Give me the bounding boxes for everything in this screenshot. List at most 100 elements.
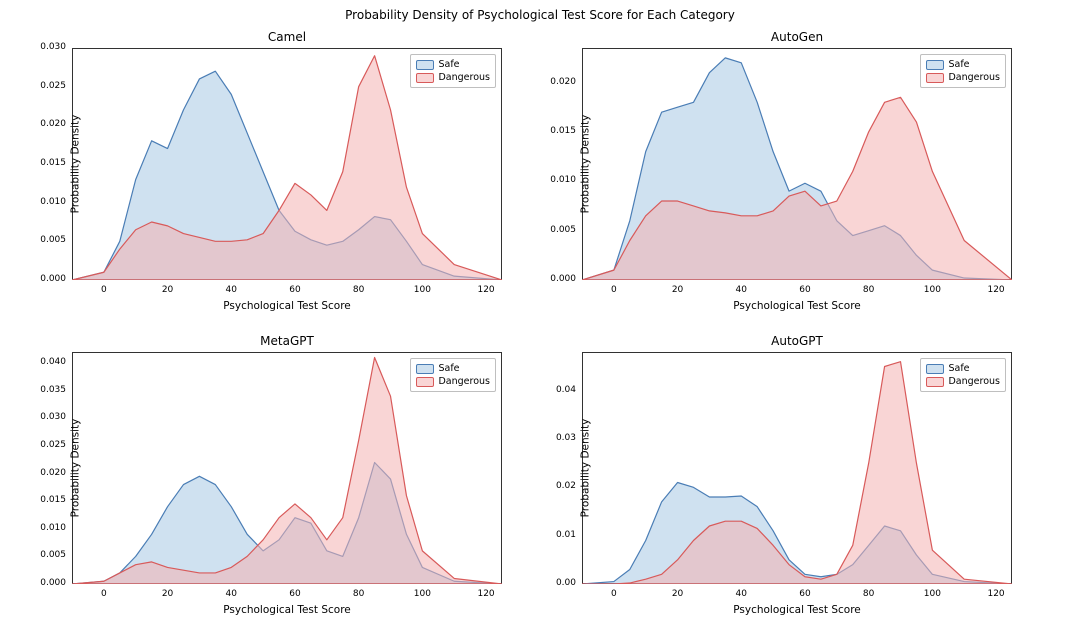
ytick-label: 0.010 — [32, 523, 66, 533]
xtick-label: 100 — [922, 285, 942, 295]
xtick-label: 0 — [604, 285, 624, 295]
ylabel: Probability Density — [579, 115, 591, 214]
xtick-label: 20 — [158, 285, 178, 295]
legend: SafeDangerous — [410, 358, 496, 392]
xtick-label: 40 — [221, 589, 241, 599]
xlabel: Psychological Test Score — [582, 604, 1012, 616]
ytick-label: 0.005 — [32, 550, 66, 560]
legend-item: Dangerous — [416, 71, 490, 84]
xlabel: Psychological Test Score — [72, 604, 502, 616]
legend: SafeDangerous — [410, 54, 496, 88]
ytick-label: 0.020 — [542, 77, 576, 87]
panel-metagpt: MetaGPTPsychological Test ScoreProbabili… — [72, 352, 502, 584]
figure: Probability Density of Psychological Tes… — [0, 0, 1080, 635]
subplot-title: Camel — [72, 30, 502, 44]
subplot-title: AutoGen — [582, 30, 1012, 44]
ylabel: Probability Density — [69, 115, 81, 214]
xtick-label: 120 — [476, 285, 496, 295]
xtick-label: 40 — [731, 285, 751, 295]
xlabel: Psychological Test Score — [582, 300, 1012, 312]
ytick-label: 0.025 — [32, 81, 66, 91]
figure-suptitle: Probability Density of Psychological Tes… — [0, 8, 1080, 22]
legend-swatch — [416, 60, 434, 70]
ylabel: Probability Density — [69, 419, 81, 518]
ytick-label: 0.025 — [32, 440, 66, 450]
xtick-label: 0 — [94, 285, 114, 295]
xtick-label: 60 — [795, 589, 815, 599]
legend-swatch — [926, 60, 944, 70]
subplot-title: MetaGPT — [72, 334, 502, 348]
legend: SafeDangerous — [920, 358, 1006, 392]
ylabel: Probability Density — [579, 419, 591, 518]
ytick-label: 0.015 — [542, 126, 576, 136]
legend-label: Safe — [438, 58, 459, 71]
legend-swatch — [926, 377, 944, 387]
xtick-label: 80 — [859, 589, 879, 599]
xtick-label: 60 — [285, 285, 305, 295]
ytick-label: 0.02 — [542, 481, 576, 491]
ytick-label: 0.03 — [542, 433, 576, 443]
xtick-label: 0 — [94, 589, 114, 599]
legend-item: Dangerous — [926, 375, 1000, 388]
panel-autogpt: AutoGPTPsychological Test ScoreProbabili… — [582, 352, 1012, 584]
legend-label: Dangerous — [948, 375, 1000, 388]
ytick-label: 0.000 — [32, 578, 66, 588]
legend-label: Dangerous — [438, 71, 490, 84]
xtick-label: 80 — [349, 285, 369, 295]
ytick-label: 0.035 — [32, 385, 66, 395]
legend-item: Safe — [926, 362, 1000, 375]
series-dangerous — [72, 56, 502, 280]
legend-label: Dangerous — [948, 71, 1000, 84]
legend-item: Safe — [416, 58, 490, 71]
xtick-label: 100 — [412, 589, 432, 599]
xtick-label: 120 — [986, 285, 1006, 295]
legend-swatch — [416, 73, 434, 83]
ytick-label: 0.04 — [542, 385, 576, 395]
xtick-label: 120 — [476, 589, 496, 599]
ytick-label: 0.015 — [32, 158, 66, 168]
ytick-label: 0.020 — [32, 468, 66, 478]
xtick-label: 60 — [795, 285, 815, 295]
ytick-label: 0.000 — [32, 274, 66, 284]
xtick-label: 100 — [922, 589, 942, 599]
ytick-label: 0.015 — [32, 495, 66, 505]
legend-item: Dangerous — [926, 71, 1000, 84]
legend-swatch — [416, 377, 434, 387]
legend-label: Safe — [438, 362, 459, 375]
legend-swatch — [926, 73, 944, 83]
legend-label: Safe — [948, 362, 969, 375]
legend: SafeDangerous — [920, 54, 1006, 88]
panel-autogen: AutoGenPsychological Test ScoreProbabili… — [582, 48, 1012, 280]
legend-swatch — [926, 364, 944, 374]
ytick-label: 0.040 — [32, 357, 66, 367]
xtick-label: 120 — [986, 589, 1006, 599]
subplot-title: AutoGPT — [582, 334, 1012, 348]
ytick-label: 0.010 — [32, 197, 66, 207]
ytick-label: 0.00 — [542, 578, 576, 588]
ytick-label: 0.005 — [542, 225, 576, 235]
ytick-label: 0.01 — [542, 530, 576, 540]
xtick-label: 20 — [668, 589, 688, 599]
xtick-label: 20 — [158, 589, 178, 599]
legend-swatch — [416, 364, 434, 374]
xtick-label: 100 — [412, 285, 432, 295]
legend-item: Dangerous — [416, 375, 490, 388]
legend-label: Safe — [948, 58, 969, 71]
ytick-label: 0.030 — [32, 412, 66, 422]
ytick-label: 0.030 — [32, 42, 66, 52]
xtick-label: 40 — [221, 285, 241, 295]
ytick-label: 0.005 — [32, 235, 66, 245]
ytick-label: 0.020 — [32, 119, 66, 129]
xtick-label: 0 — [604, 589, 624, 599]
legend-item: Safe — [416, 362, 490, 375]
xtick-label: 80 — [859, 285, 879, 295]
legend-item: Safe — [926, 58, 1000, 71]
xtick-label: 60 — [285, 589, 305, 599]
xtick-label: 80 — [349, 589, 369, 599]
ytick-label: 0.010 — [542, 175, 576, 185]
legend-label: Dangerous — [438, 375, 490, 388]
xtick-label: 20 — [668, 285, 688, 295]
ytick-label: 0.000 — [542, 274, 576, 284]
xtick-label: 40 — [731, 589, 751, 599]
xlabel: Psychological Test Score — [72, 300, 502, 312]
